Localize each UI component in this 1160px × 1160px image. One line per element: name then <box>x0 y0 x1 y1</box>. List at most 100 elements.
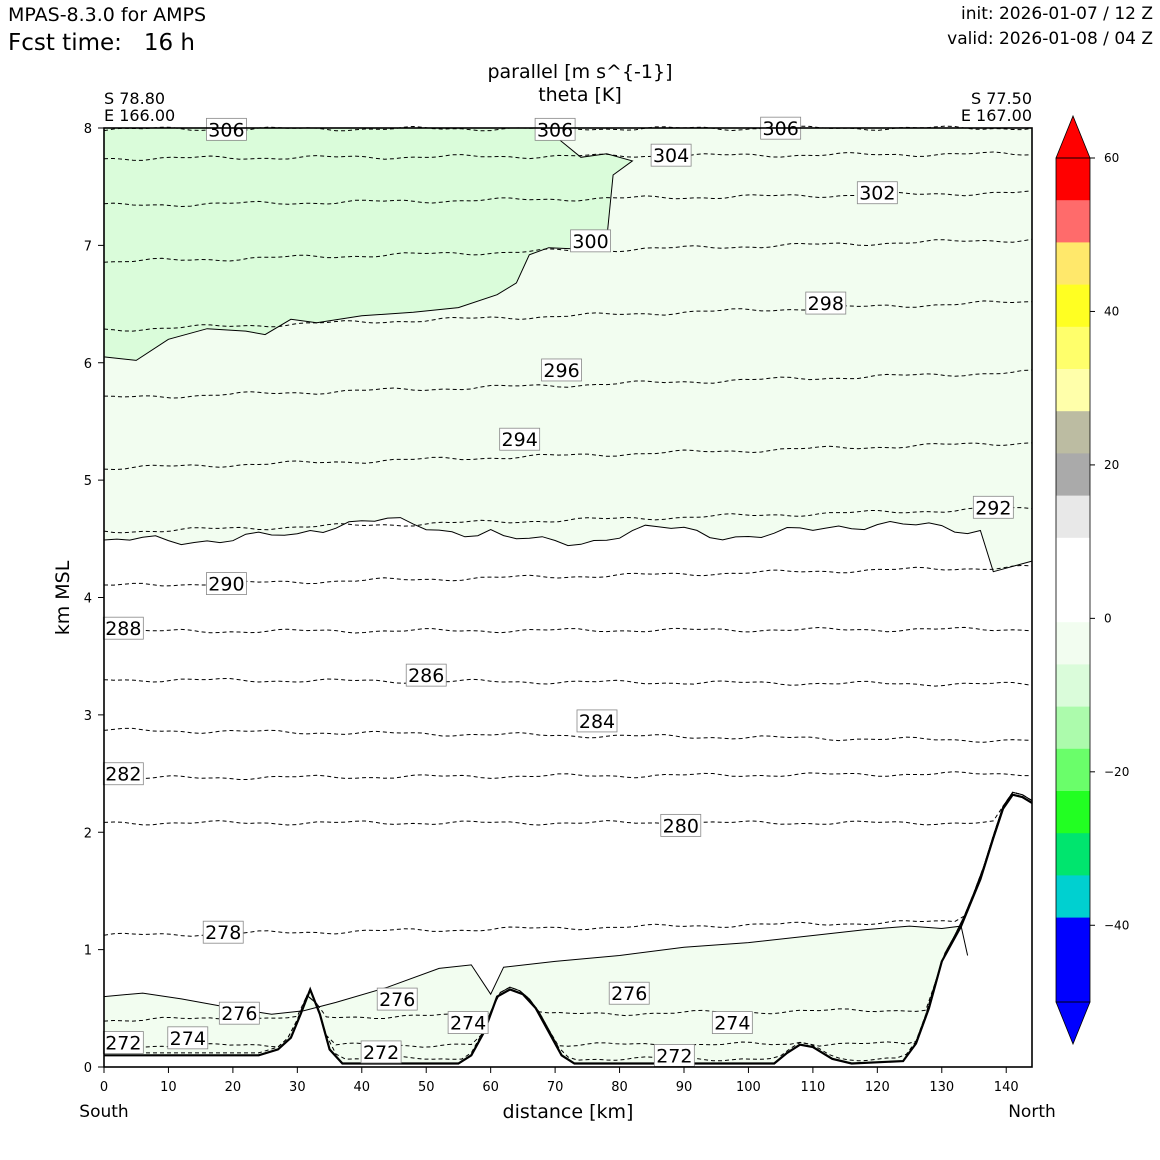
theta-label-box <box>650 143 692 167</box>
theta-label-box <box>206 572 247 595</box>
start-lon: E 166.00 <box>104 106 175 125</box>
terrain-line <box>104 793 1033 1065</box>
theta-label-box <box>447 1011 489 1034</box>
isentrope-300 <box>103 238 1033 263</box>
theta-label-306: 306 <box>206 117 247 141</box>
forecast-time-value: 16 h <box>143 30 195 56</box>
colorbar-bin <box>1056 622 1090 665</box>
colorbar-frame <box>1055 157 1091 1003</box>
isentrope-294 <box>103 442 1033 471</box>
theta-label-text: 292 <box>975 497 1011 519</box>
theta-label-288: 288 <box>102 616 144 640</box>
x-tick-label: 50 <box>418 1080 435 1095</box>
theta-label-box <box>167 1026 209 1050</box>
theta-label-text: 290 <box>208 574 244 596</box>
colorbar-over-arrow <box>1055 114 1091 159</box>
y-tick-label: 3 <box>84 709 92 724</box>
theta-label-text: 306 <box>537 119 573 141</box>
x-tick-label: 80 <box>611 1080 628 1095</box>
colorbar-bin <box>1056 580 1090 623</box>
y-tick-label: 5 <box>84 474 92 489</box>
x-tick-label: 90 <box>676 1080 693 1095</box>
isentrope-292 <box>103 507 1033 534</box>
theta-label-272: 272 <box>360 1040 402 1064</box>
theta-label-274: 274 <box>711 1011 753 1035</box>
theta-label-box <box>570 229 611 253</box>
theta-label-text: 272 <box>656 1045 692 1067</box>
y-tick-label: 1 <box>84 944 92 959</box>
theta-label-298: 298 <box>805 291 847 315</box>
colorbar-bin <box>1056 369 1090 412</box>
isentrope-304 <box>103 151 1033 161</box>
theta-label-box <box>405 663 447 687</box>
x-tick-label: 110 <box>800 1080 825 1095</box>
theta-label-box <box>202 920 244 944</box>
x-tick-label: 140 <box>994 1080 1019 1095</box>
theta-label-296: 296 <box>541 358 582 382</box>
x-tick-label: 30 <box>289 1080 306 1095</box>
valid-time: valid: 2026-01-08 / 04 Z <box>947 29 1153 49</box>
y-tick-label: 2 <box>84 826 92 841</box>
isentrope-284 <box>103 727 1033 743</box>
colorbar-bin <box>1056 959 1090 1003</box>
colorbar-under-arrow <box>1055 1001 1091 1046</box>
y-tick-label: 8 <box>84 122 92 137</box>
theta-label-text: 274 <box>170 1028 206 1050</box>
colorbar-bin <box>1056 664 1090 708</box>
axis-layer: 0 10 20 30 40 50 60 70 80 90 100 110 120 130 140 0 1 2 3 4 5… <box>84 122 1019 1095</box>
isentrope-290 <box>103 564 1033 587</box>
isentrope-298 <box>103 300 1033 332</box>
colorbar-tick-label: −20 <box>1104 765 1129 779</box>
colorbar-tick-label: 40 <box>1104 304 1119 318</box>
x-tick-label: 10 <box>160 1080 177 1095</box>
x-tick-label: 70 <box>547 1080 564 1095</box>
isentrope-278 <box>103 791 1033 937</box>
theta-label-box <box>805 291 847 315</box>
forecast-time: Fcst time: 16 h <box>8 30 195 56</box>
colorbar-bin <box>1056 706 1090 750</box>
theta-label-text: 272 <box>363 1042 399 1064</box>
theta-label-text: 282 <box>105 764 141 786</box>
theta-label-box <box>576 709 618 733</box>
theta-label-274: 274 <box>167 1026 209 1050</box>
init-time: init: 2026-01-07 / 12 Z <box>960 4 1153 24</box>
colorbar-bin <box>1056 158 1090 201</box>
end-lat: S 77.50 <box>971 89 1032 108</box>
y-tick-label: 7 <box>84 239 92 254</box>
theta-label-text: 274 <box>450 1013 486 1035</box>
theta-label-box <box>376 987 418 1011</box>
theta-label-276: 276 <box>218 1001 260 1025</box>
x-tick-label: 20 <box>225 1080 242 1095</box>
colorbar-bin <box>1056 411 1090 454</box>
colorbar-tick-label: 0 <box>1104 611 1112 625</box>
theta-label-text: 278 <box>205 922 241 944</box>
theta-label-text: 302 <box>859 183 895 205</box>
theta-label-286: 286 <box>405 663 447 687</box>
isentrope-288 <box>104 626 1033 634</box>
theta-label-text: 306 <box>208 119 244 141</box>
theta-label-294: 294 <box>499 427 541 451</box>
colorbar-bin <box>1056 748 1090 792</box>
theta-label-272: 272 <box>102 1031 144 1055</box>
theta-label-302: 302 <box>856 181 898 205</box>
theta-label-280: 280 <box>660 813 702 837</box>
theta-label-text: 284 <box>579 711 615 733</box>
x-axis-label: distance [km] <box>503 1101 634 1123</box>
theta-label-text: 304 <box>653 145 689 167</box>
theta-label-272: 272 <box>653 1044 695 1067</box>
model-title: MPAS-8.3.0 for AMPS <box>8 4 207 26</box>
theta-label-box <box>608 981 650 1005</box>
chart-title-line1: parallel [m s^{-1}] <box>487 61 672 83</box>
theta-label-text: 294 <box>502 429 538 451</box>
theta-label-box <box>360 1040 402 1064</box>
y-axis-label: km MSL <box>52 560 74 635</box>
x-tick-label: 0 <box>100 1080 108 1095</box>
terrain-layer <box>104 793 1033 1065</box>
theta-label-284: 284 <box>576 709 618 733</box>
theta-label-text: 298 <box>808 293 844 315</box>
colorbar-bin <box>1056 495 1090 539</box>
wind-contour-zero-upper <box>103 517 1033 573</box>
y-tick-label: 0 <box>84 1061 92 1076</box>
theta-label-306: 306 <box>534 117 576 141</box>
isentrope-286 <box>103 677 1033 687</box>
